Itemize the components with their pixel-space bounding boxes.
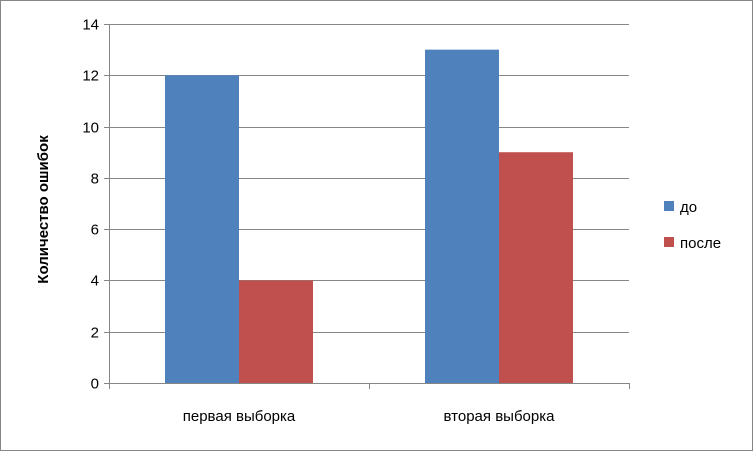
bar-do [425,49,499,384]
y-tick-label: 12 [82,68,99,85]
legend-label: до [680,199,697,216]
axes [104,24,630,389]
y-tick-label: 6 [91,222,99,239]
x-category-label: первая выборка [183,408,296,425]
bar-posle [499,152,573,383]
y-tick-labels: 0 2 4 6 8 10 12 14 [82,17,99,393]
legend: до после [664,199,721,252]
y-tick-label: 2 [91,325,99,342]
y-tick-label: 0 [91,376,99,393]
y-tick-label: 4 [91,273,99,290]
y-axis-title: Количество ошибок [35,135,52,284]
legend-swatch [664,237,674,247]
y-tick-label: 14 [82,17,99,34]
bar-posle [239,280,313,383]
y-tick-label: 10 [82,120,99,137]
legend-label: после [680,235,721,252]
y-tick-label: 8 [91,171,99,188]
x-category-label: вторая выборка [444,408,556,425]
bar-do [165,75,239,384]
x-category-labels: первая выборка вторая выборка [183,408,555,425]
legend-swatch [664,201,674,211]
bars [165,49,573,384]
